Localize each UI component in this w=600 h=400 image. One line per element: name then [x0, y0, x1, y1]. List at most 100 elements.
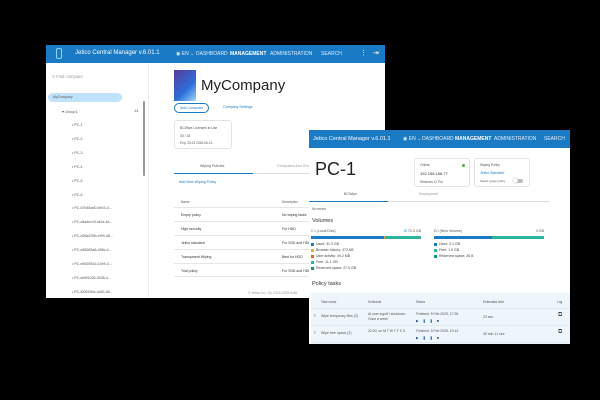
open-log-icon[interactable]: ⧉: [558, 329, 563, 335]
nav-dashboard[interactable]: DASHBOARD: [422, 136, 454, 142]
search-input[interactable]: ⚲ Find computer: [52, 74, 83, 79]
nav-management[interactable]: MANAGEMENT: [455, 136, 492, 142]
errors-status: No errors: [312, 207, 327, 211]
legend-item: Reserved space: 27.5 GB: [311, 266, 356, 270]
open-log-icon[interactable]: ⧉: [558, 312, 563, 318]
group-label: Group1: [64, 110, 78, 114]
toggle-label: Select group policy: [480, 179, 506, 183]
nav-administration[interactable]: ADMINISTRATION: [270, 51, 313, 57]
add-policy-link[interactable]: Add New Wiping Policy: [179, 180, 217, 184]
company-settings-link[interactable]: Company Settings: [223, 105, 253, 109]
group-policy-toggle[interactable]: [513, 178, 523, 183]
tab-computers-and-groups[interactable]: Computers And Groups: [277, 164, 315, 168]
nav-management[interactable]: MANAGEMENT: [230, 51, 267, 57]
task-schedule: 22:00, on M T W T F S S: [368, 329, 406, 333]
usage-segment: [384, 236, 421, 239]
top-bar: Jetico Central Manager v.6.01.1 ◉ EN ⌄ D…: [46, 45, 385, 63]
tree-item-computer[interactable]: • PC-3: [72, 151, 82, 155]
policy-description: For SSD and HDD: [282, 240, 311, 245]
tab-divider: [388, 201, 550, 202]
computer-label: PC-3: [74, 150, 83, 155]
expand-chevron-icon[interactable]: ›: [314, 330, 316, 336]
ip-address: 192.168.168.77: [420, 171, 448, 176]
license-card: BCWipe Licenses in Use 33 / 33 Exp. 23:2…: [174, 120, 232, 149]
pause-icon[interactable]: ❚❚: [422, 319, 437, 323]
expand-chevron-icon[interactable]: ›: [314, 313, 316, 319]
add-computer-button[interactable]: Add Computer: [174, 103, 210, 113]
task-col-header: Log: [557, 300, 563, 304]
windows-icon: ⊞: [403, 229, 408, 233]
tree-item-computer[interactable]: • PC-d26a239b-ef99-48...: [72, 234, 113, 238]
policy-row[interactable]: High security For HDD: [174, 222, 385, 236]
usage-segment: [311, 236, 384, 239]
active-tab-indicator: [309, 201, 388, 202]
tree-group1[interactable]: ▾ Group1: [62, 110, 78, 114]
task-col-header: Estimated time: [483, 300, 505, 304]
active-tab-indicator: [174, 173, 253, 174]
company-name: MyCompany: [201, 77, 286, 94]
computer-label: PC-e6925516-10e9-4...: [74, 262, 112, 266]
tree-item-computer[interactable]: • PC-4: [72, 165, 82, 169]
pause-icon[interactable]: ❚❚: [422, 336, 437, 340]
license-count: 33 / 33: [180, 134, 191, 138]
policy-name: High security: [181, 226, 202, 231]
play-icon[interactable]: ▶: [416, 319, 423, 323]
tree-item-computer[interactable]: • PC-6: [72, 193, 82, 197]
volume-size: 4 GB: [535, 229, 544, 233]
policy-row[interactable]: Empty policy No wiping tasks: [174, 208, 385, 222]
stop-icon[interactable]: ■: [436, 336, 443, 340]
language-select[interactable]: ◉ EN ⌄: [176, 51, 195, 57]
nav-dashboard[interactable]: DASHBOARD: [196, 51, 228, 57]
tree-item-computer[interactable]: • PC-1: [72, 123, 82, 127]
tab-wiping-policies[interactable]: Wiping Policies: [200, 164, 225, 168]
nav-search[interactable]: SEARCH: [544, 136, 565, 142]
task-schedule: At user logoff / shutdown, Once a week: [368, 312, 407, 321]
tree-item-computer[interactable]: • PC-f005150e-3c00-48...: [72, 290, 113, 294]
volume: D:\ (New Volume) 4 GB Used: 2.1 GB Free: 1.…: [434, 229, 544, 274]
task-row: › Wipe free space (2) 22:00, on M T W T F …: [311, 326, 570, 343]
tree-root-mycompany[interactable]: MyCompany: [48, 93, 122, 102]
nav-search[interactable]: SEARCH: [321, 51, 342, 57]
sidebar-scrollbar[interactable]: [143, 101, 145, 176]
legend-item: Free: 11.1 GB: [311, 260, 338, 264]
computer-label: PC-2: [74, 136, 83, 141]
tree-item-computer[interactable]: • PC-e66283a6-496c-4...: [72, 248, 112, 252]
tree-item-computer[interactable]: • PC-e6925516-10e9-4...: [72, 262, 112, 266]
license-expiry: Exp. 23:23 2026-06-13: [180, 141, 213, 145]
volume-name: D:\ (New Volume): [434, 229, 463, 233]
policy-row[interactable]: Trial policy For SSD and HDD: [174, 264, 385, 278]
legend-item: Free: 1.9 GB: [434, 248, 459, 252]
policy-row[interactable]: Jetico standard For SSD and HDD: [174, 236, 385, 250]
more-icon[interactable]: ⋮: [360, 50, 367, 57]
policy-row[interactable]: Transparent Wiping Best for HDD: [174, 250, 385, 264]
status-label: Online: [420, 163, 430, 167]
policy-name: Jetico standard: [181, 240, 205, 245]
volumes-title: Volumes: [312, 218, 334, 224]
group-count: 14: [134, 109, 139, 113]
nav-administration[interactable]: ADMINISTRATION: [494, 136, 537, 142]
stop-icon[interactable]: ■: [436, 319, 443, 323]
legend-item: User activity: 49.2 MB: [311, 254, 350, 258]
pc-window: Jetico Central Manager v.6.01.1 ◉ EN ⌄ D…: [309, 130, 570, 344]
task-name: Wipe temporary files (2): [321, 314, 359, 318]
tree-item-computer[interactable]: • PC-ebf91026-2b38-4...: [72, 276, 111, 280]
policy-link[interactable]: Jetico Standard: [480, 171, 505, 175]
tab-bcwipe[interactable]: BCWipe: [344, 192, 358, 196]
tab-deployment[interactable]: Deployment: [419, 192, 439, 196]
legend-item: Used: 2.1 GB: [434, 242, 460, 246]
app-title: Jetico Central Manager v.6.01.1: [313, 136, 391, 142]
tree-item-computer[interactable]: • PC-67b46dd0-5e03-4...: [72, 206, 112, 210]
tree-item-computer[interactable]: • PC-5: [72, 179, 82, 183]
legend-item: Used: 31.3 GB: [311, 242, 339, 246]
usage-segment: [434, 236, 493, 239]
language-select[interactable]: ◉ EN ⌄: [403, 136, 422, 142]
policy-tasks-title: Policy tasks: [312, 281, 342, 287]
task-estimated-time: 23 sec: [483, 315, 494, 319]
tree-item-computer[interactable]: • PC-2: [72, 137, 82, 141]
computer-label: PC-f005150e-3c00-48...: [74, 289, 113, 294]
play-icon[interactable]: ▶: [416, 336, 423, 340]
tree-item-computer[interactable]: • PC-c8a4ec10-fa2a-4d...: [72, 220, 112, 224]
logout-icon[interactable]: ⇥: [373, 50, 379, 57]
policy-description: For HDD: [282, 226, 296, 231]
policy-description: For SSD and HDD: [282, 268, 311, 273]
